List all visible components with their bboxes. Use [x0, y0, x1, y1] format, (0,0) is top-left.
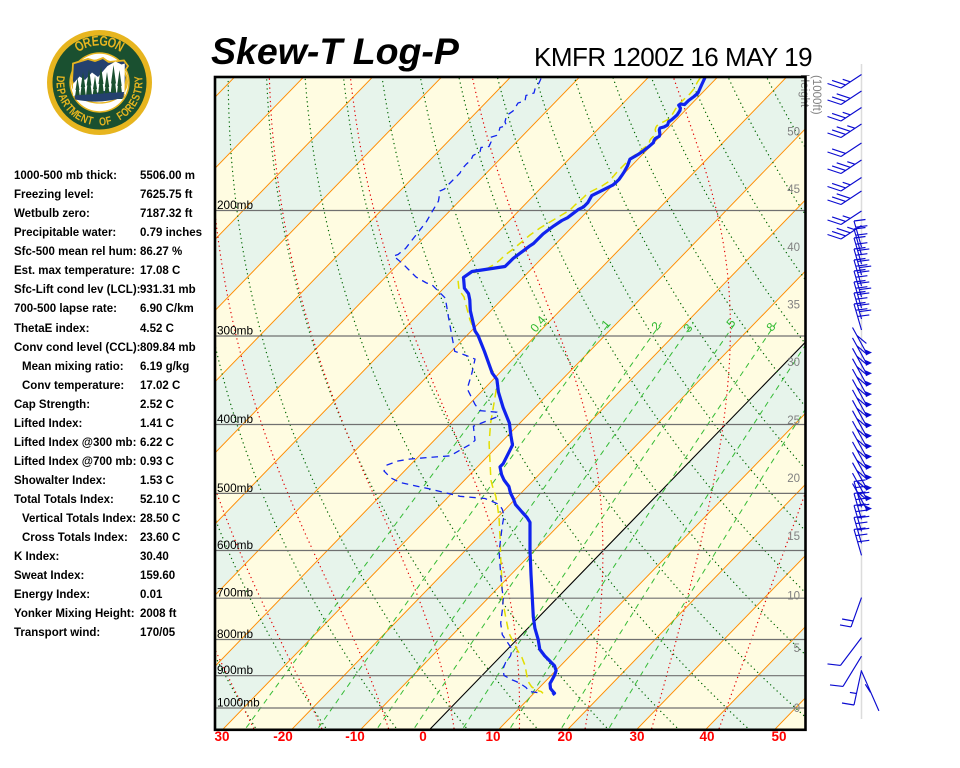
svg-text:200mb: 200mb — [217, 198, 254, 212]
svg-text:O: O — [99, 116, 107, 129]
svg-text:-20: -20 — [273, 729, 293, 744]
svg-text:900mb: 900mb — [217, 663, 254, 677]
svg-text:E: E — [53, 82, 66, 89]
svg-text:E: E — [73, 110, 85, 124]
svg-text:10: 10 — [787, 591, 800, 603]
svg-text:5: 5 — [794, 643, 800, 655]
svg-text:R: R — [133, 81, 146, 89]
svg-text:45: 45 — [787, 184, 800, 196]
svg-text:0: 0 — [419, 729, 427, 744]
svg-text:S: S — [130, 92, 144, 102]
svg-text:30: 30 — [214, 729, 229, 744]
svg-text:400mb: 400mb — [217, 412, 254, 426]
svg-text:500mb: 500mb — [217, 481, 254, 495]
svg-text:30: 30 — [787, 357, 800, 369]
svg-text:E: E — [127, 97, 141, 109]
svg-text:800mb: 800mb — [217, 627, 254, 641]
svg-text:F: F — [105, 115, 113, 128]
svg-text:15: 15 — [787, 531, 800, 543]
svg-text:50: 50 — [787, 127, 800, 139]
svg-text:D: D — [53, 75, 66, 83]
svg-text:700mb: 700mb — [217, 586, 254, 600]
svg-text:40: 40 — [699, 729, 714, 744]
svg-text:A: A — [55, 92, 69, 103]
svg-text:35: 35 — [787, 300, 800, 312]
svg-text:30: 30 — [629, 729, 644, 744]
svg-text:20: 20 — [787, 473, 800, 485]
svg-text:T: T — [132, 87, 145, 96]
svg-text:20: 20 — [557, 729, 572, 744]
svg-text:50: 50 — [771, 729, 786, 744]
svg-text:N: N — [79, 113, 90, 127]
svg-text:-10: -10 — [345, 729, 365, 744]
svg-text:F: F — [115, 110, 126, 123]
svg-text:0: 0 — [794, 703, 800, 715]
svg-text:T: T — [86, 115, 95, 128]
svg-text:(1000ft): (1000ft) — [810, 75, 822, 115]
svg-text:25: 25 — [787, 415, 800, 427]
svg-text:600mb: 600mb — [217, 538, 254, 552]
svg-text:1000mb: 1000mb — [217, 696, 260, 710]
svg-text:300mb: 300mb — [217, 324, 254, 338]
svg-text:Height: Height — [798, 74, 810, 108]
svg-text:Y: Y — [133, 75, 146, 82]
svg-text:P: P — [54, 87, 67, 96]
svg-text:E: E — [91, 33, 100, 49]
svg-text:G: G — [99, 33, 109, 49]
svg-text:10: 10 — [485, 729, 500, 744]
svg-text:40: 40 — [787, 242, 800, 254]
